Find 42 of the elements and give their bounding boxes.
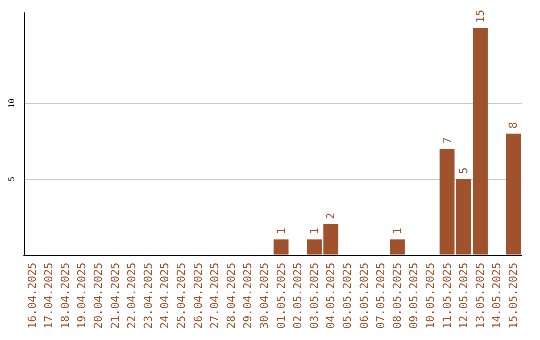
x-tick-label: 04.05.2025 [324,262,338,330]
bar [390,240,405,255]
x-tick-label: 25.04.2025 [175,262,188,330]
x-tick-label: 23.04.2025 [142,262,155,330]
x-tick-label: 21.04.2025 [108,262,122,330]
x-tick-label: 22.04.2025 [125,262,138,330]
x-tick-label: 15.05.2025 [507,262,520,330]
data-label: 5 [457,168,470,174]
data-label: 1 [274,228,288,235]
x-tick-label: 16.04.2025 [26,262,39,330]
x-tick-label: 26.04.2025 [192,262,205,330]
x-tick-label: 14.05.2025 [490,262,504,330]
x-tick-label: 10.05.2025 [424,262,438,330]
data-label: 15 [474,10,487,24]
y-tick-label: 10 [8,98,16,108]
x-tick-label: 06.05.2025 [358,262,371,330]
x-tick-label: 12.05.2025 [457,262,470,330]
data-label: 1 [308,228,321,235]
x-tick-label: 03.05.2025 [308,262,321,330]
bar [274,240,289,255]
data-label: 8 [507,122,520,129]
x-tick-label: 17.04.2025 [42,262,56,330]
x-tick-label: 01.05.2025 [274,262,288,330]
x-tick-label: 19.04.2025 [76,262,89,330]
x-tick-label: 18.04.2025 [59,262,72,330]
x-tick-label: 05.05.2025 [341,262,354,330]
x-tick-label: 30.04.2025 [258,262,272,330]
x-tick-label: 08.05.2025 [391,262,404,330]
data-label: 1 [391,228,404,235]
data-label: 7 [440,137,454,144]
x-tick-label: 27.04.2025 [208,262,222,330]
x-tick-label: 09.05.2025 [408,262,421,330]
x-tick-label: 11.05.2025 [440,262,454,330]
x-tick-label: 02.05.2025 [291,262,304,330]
x-tick-label: 24.04.2025 [158,262,172,330]
x-tick-label: 28.04.2025 [225,262,238,330]
x-tick-label: 07.05.2025 [374,262,388,330]
data-label: 2 [324,212,338,220]
x-tick-label: 20.04.2025 [92,262,106,330]
x-tick-label: 13.05.2025 [474,262,487,330]
bar [506,134,522,255]
x-tick-label: 29.04.2025 [242,262,255,330]
